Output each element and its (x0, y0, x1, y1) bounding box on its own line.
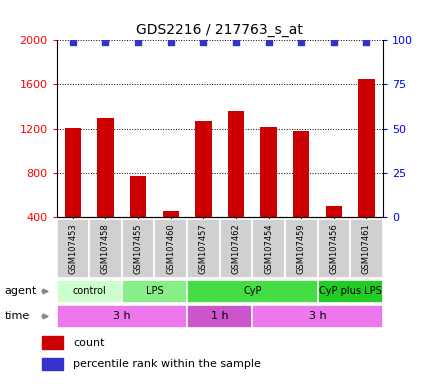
Bar (252, 305, 382, 328)
Point (265, 39, 272, 45)
Point (362, 39, 369, 45)
Bar (187, 280, 317, 303)
Bar (89, 219, 122, 278)
Bar (56, 280, 122, 303)
Point (69, 39, 76, 45)
Bar (97, 118, 113, 217)
Bar (122, 219, 154, 278)
Bar (219, 219, 252, 278)
Point (199, 39, 207, 45)
Text: GSM107454: GSM107454 (263, 223, 273, 274)
Bar (358, 79, 374, 217)
Text: control: control (72, 286, 106, 296)
Text: time: time (4, 311, 30, 321)
Bar (325, 206, 341, 217)
Text: CyP plus LPS: CyP plus LPS (318, 286, 381, 296)
Bar (187, 305, 252, 328)
Bar (162, 211, 178, 217)
Bar (42, 358, 62, 370)
Text: GSM107456: GSM107456 (329, 223, 338, 274)
Bar (154, 219, 187, 278)
Bar (42, 336, 62, 349)
Text: GSM107462: GSM107462 (231, 223, 240, 274)
Bar (122, 280, 187, 303)
Point (297, 39, 304, 45)
Text: CyP: CyP (243, 286, 261, 296)
Point (135, 39, 141, 45)
Bar (317, 280, 382, 303)
Bar (293, 131, 309, 217)
Title: GDS2216 / 217763_s_at: GDS2216 / 217763_s_at (136, 23, 302, 36)
Text: 3 h: 3 h (308, 311, 326, 321)
Bar (260, 127, 276, 217)
Text: GSM107453: GSM107453 (68, 223, 77, 274)
Text: GSM107459: GSM107459 (296, 223, 305, 274)
Bar (284, 219, 317, 278)
Bar (195, 121, 211, 217)
Bar (252, 219, 284, 278)
Text: GSM107460: GSM107460 (166, 223, 175, 274)
Point (167, 39, 174, 45)
Bar (65, 127, 81, 217)
Text: 3 h: 3 h (113, 311, 130, 321)
Bar (130, 175, 146, 217)
Bar (56, 305, 187, 328)
Bar (227, 111, 243, 217)
Bar (56, 219, 89, 278)
Point (232, 39, 239, 45)
Bar (317, 219, 349, 278)
Bar (187, 219, 219, 278)
Text: percentile rank within the sample: percentile rank within the sample (73, 359, 260, 369)
Text: LPS: LPS (145, 286, 163, 296)
Text: 1 h: 1 h (210, 311, 228, 321)
Text: agent: agent (4, 286, 36, 296)
Text: count: count (73, 338, 104, 348)
Text: GSM107455: GSM107455 (133, 223, 142, 274)
Text: GSM107457: GSM107457 (198, 223, 207, 274)
Point (330, 39, 337, 45)
Bar (349, 219, 382, 278)
Text: GSM107461: GSM107461 (361, 223, 370, 274)
Text: GSM107458: GSM107458 (101, 223, 110, 274)
Point (102, 39, 108, 45)
